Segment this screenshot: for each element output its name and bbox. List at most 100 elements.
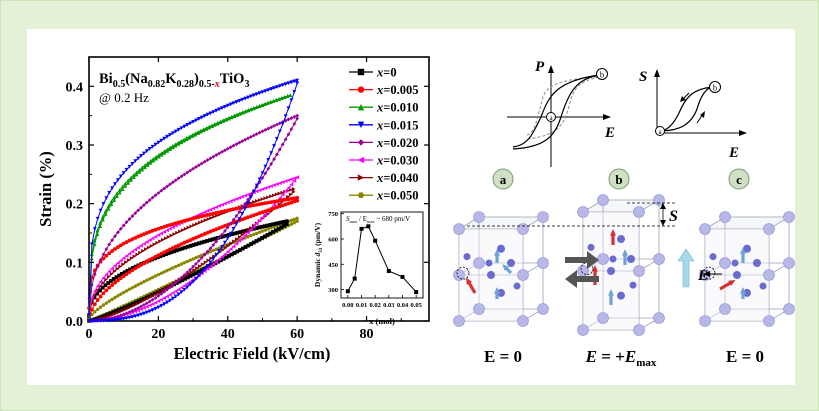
series-point (107, 299, 112, 303)
series-point (179, 285, 184, 290)
series-point (182, 273, 187, 277)
series-point (235, 230, 240, 235)
series-point (246, 192, 250, 197)
series-point (191, 216, 195, 221)
series-point (197, 264, 202, 269)
series-point (243, 230, 248, 235)
series-point (154, 155, 158, 159)
series-point (289, 182, 294, 187)
series-point (223, 245, 228, 250)
legend-swatch-marker (357, 104, 365, 111)
series-point (112, 312, 117, 316)
series-point (188, 217, 193, 222)
series-point (257, 91, 262, 96)
series-point (178, 229, 182, 234)
series-point (104, 272, 109, 277)
series-point (225, 236, 230, 241)
inset-x-tick-label: 0.03 (383, 302, 395, 309)
series-point (188, 282, 193, 287)
series-point (159, 303, 164, 308)
series-point (182, 124, 187, 129)
series-point (295, 216, 300, 220)
series-point (260, 171, 265, 175)
series-point (185, 270, 190, 275)
series-point (159, 251, 164, 256)
arrow-b-to-a (565, 270, 599, 288)
series-point (243, 137, 248, 142)
legend-entry-label: x=0.010 (376, 101, 419, 115)
series-point (159, 231, 164, 236)
series-point (251, 232, 256, 237)
series-point (121, 290, 126, 295)
series-point (145, 161, 150, 166)
series-point (265, 100, 270, 105)
series-point (117, 307, 122, 312)
series-point (162, 224, 167, 229)
series-point (208, 250, 213, 254)
series-point (295, 81, 300, 86)
series-point (225, 208, 230, 213)
series-point (113, 295, 117, 300)
series-point (153, 193, 158, 198)
series-point (110, 238, 115, 243)
series-point (130, 268, 135, 273)
series-point (165, 134, 169, 139)
series-point (110, 283, 115, 287)
series-point (136, 156, 141, 161)
series-point (191, 264, 195, 269)
se-point-a-marker (655, 126, 665, 136)
series-point (125, 268, 130, 273)
series-point (127, 217, 132, 221)
series-point (120, 271, 124, 276)
series-point (205, 213, 210, 217)
series-point (280, 192, 285, 197)
series-point (222, 240, 227, 245)
arrow-a-to-b (565, 251, 599, 269)
series-point (176, 292, 181, 297)
series-point (206, 258, 211, 263)
series-point (169, 250, 174, 255)
crystal-states (453, 194, 795, 336)
series-point (276, 221, 281, 225)
lattice-atom (783, 303, 795, 315)
strain-chart: 0 20 40 60 80 0.0 0.1 0.2 0.3 0.4 x=0 x=0.005 x=0.0… (36, 56, 430, 363)
series-point (260, 90, 265, 95)
series-point (217, 257, 222, 262)
series-point (144, 301, 149, 306)
series-point (196, 215, 201, 219)
dipole-head (622, 249, 628, 256)
series-point (184, 136, 189, 140)
series-point (192, 268, 197, 273)
series-point (176, 140, 181, 145)
series-point (177, 279, 182, 284)
series-point (195, 221, 199, 226)
series-point (284, 222, 289, 227)
series-point (238, 230, 242, 235)
series-point (170, 291, 175, 295)
series-point (212, 214, 216, 219)
series-point (284, 219, 289, 224)
se-loop-fall (658, 86, 714, 132)
series-point (272, 183, 276, 187)
series-point (153, 291, 157, 296)
series-point (170, 266, 175, 270)
series-point (220, 225, 224, 229)
series-point (272, 124, 276, 128)
series-point (283, 202, 288, 207)
series-point (222, 229, 227, 233)
series-point (139, 233, 143, 238)
series-point (116, 245, 120, 249)
lattice-atom (653, 253, 665, 265)
series-point (198, 128, 203, 133)
series-point (228, 102, 233, 107)
series-point (173, 178, 178, 183)
series-point (136, 308, 141, 313)
series-point (280, 190, 285, 195)
legend-swatch-marker (357, 192, 365, 198)
series-point (195, 266, 199, 271)
pe-dashed-curve-lower (526, 76, 600, 140)
series-point (177, 247, 182, 252)
series-point (214, 211, 219, 215)
series-point (237, 210, 242, 214)
series-point (202, 159, 207, 164)
